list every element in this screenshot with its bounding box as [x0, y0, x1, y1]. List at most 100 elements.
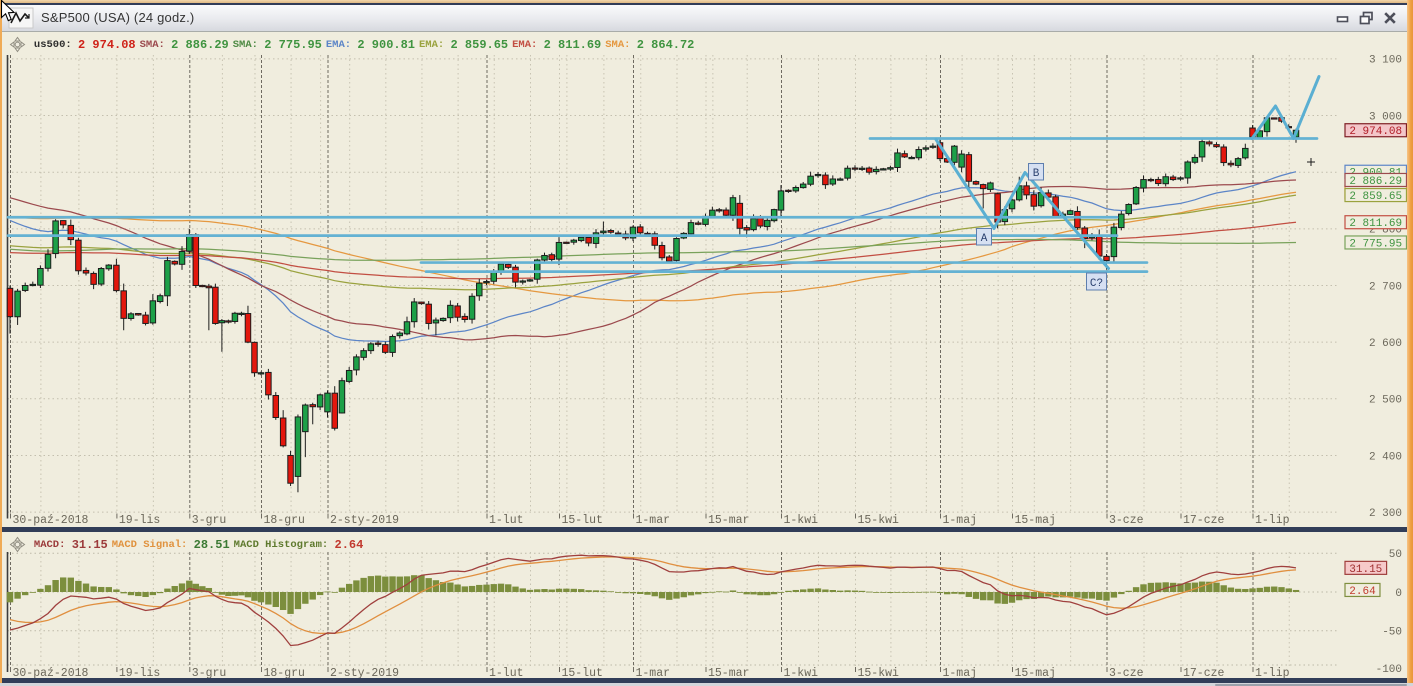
wave-label-text: A — [981, 233, 988, 245]
macd-histogram-bar — [353, 580, 360, 592]
candle-body — [757, 217, 764, 227]
macd-histogram-bar — [1169, 582, 1177, 592]
candle-body — [901, 153, 908, 158]
main-chart-legend: us500: 2 974.08 SMA: 2 886.29 SMA: 2 775.9… — [8, 36, 698, 53]
candle-body — [1110, 226, 1118, 258]
dpad-glyph — [14, 547, 21, 553]
macd-histogram-bar — [837, 590, 844, 592]
macd-histogram-bar — [44, 585, 52, 592]
candle-body — [1147, 178, 1155, 182]
macd-histogram-bar — [534, 589, 541, 592]
macd-histogram-bar — [257, 592, 265, 603]
dpad-glyph — [9, 541, 15, 548]
candle-body — [836, 178, 844, 181]
candle-body — [785, 189, 792, 192]
candle-body — [142, 314, 149, 324]
candle-body — [231, 312, 239, 322]
macd-histogram-bar — [548, 589, 555, 592]
macd-histogram-bar — [622, 592, 629, 594]
candle-body — [709, 209, 716, 217]
macd-histogram-bar — [461, 586, 469, 592]
candle-body — [382, 344, 389, 353]
dpad-glyph — [14, 36, 21, 42]
candle-body — [218, 320, 226, 324]
macd-x-axis-label: 1-mar — [636, 667, 671, 680]
candle-body — [52, 220, 59, 255]
candle-body — [1227, 162, 1235, 166]
legend-spacer — [27, 38, 34, 51]
macd-histogram-bar — [716, 591, 723, 593]
minimize-button[interactable] — [1336, 11, 1350, 25]
icon-zigzag — [10, 10, 30, 24]
macd-histogram-bar — [374, 575, 382, 592]
candle-body — [367, 343, 375, 352]
ma-line-sma-2775.95 — [9, 238, 1297, 261]
macd-histogram-bar — [757, 592, 764, 596]
candle-body — [1220, 146, 1227, 164]
scrollbar-thumb[interactable] — [1215, 683, 1407, 686]
macd-histogram-bar — [218, 592, 226, 595]
candle-body — [345, 369, 353, 382]
candle-body — [770, 209, 778, 222]
x-axis-label: 2-sty-2019 — [330, 514, 399, 527]
y-axis-label: 2 700 — [1369, 281, 1402, 293]
candle-body — [729, 197, 737, 216]
candle-body — [1081, 227, 1088, 239]
candle-body — [658, 245, 666, 259]
macd-histogram-bar — [279, 592, 287, 611]
macd-histogram-bar — [578, 589, 585, 592]
price-badge-text: 2 775.95 — [1349, 238, 1402, 250]
window-titlebar[interactable]: S&P500 (USA) (24 godz.) — [2, 5, 1407, 32]
wave-label-text: B — [1033, 168, 1040, 180]
candle-body — [186, 234, 193, 252]
macd-y-axis-label: -50 — [1382, 627, 1402, 639]
macd-histogram-bar — [1191, 582, 1199, 592]
macd-histogram-bar — [324, 591, 331, 593]
candle-body — [257, 372, 265, 375]
candle-body — [389, 335, 396, 353]
candle-body — [777, 190, 785, 211]
ma-line-sma-2864.72 — [9, 191, 1297, 302]
price-badge — [1344, 123, 1408, 138]
candle-body — [418, 301, 425, 305]
macd-histogram-bar — [418, 575, 425, 592]
macd-histogram-bar — [743, 592, 750, 595]
window-title: S&P500 (USA) (24 godz.) — [41, 10, 195, 26]
macd-histogram-bar — [396, 576, 403, 592]
macd-histogram-bar — [331, 591, 338, 593]
macd-histogram-bar — [309, 592, 316, 600]
dpad-move-icon[interactable] — [8, 36, 27, 53]
macd-histogram-bar — [389, 576, 396, 592]
macd-x-axis-label: 15-kwi — [858, 667, 900, 680]
wave-label-box — [1028, 163, 1044, 181]
macd-histogram-bar — [212, 592, 219, 593]
candle-body — [1169, 176, 1177, 181]
candle-body — [1074, 210, 1081, 229]
candle-body — [750, 218, 757, 231]
candle-body — [972, 181, 980, 185]
dpad-move-icon[interactable] — [8, 536, 27, 553]
panel-separator — [2, 527, 1407, 532]
macd-histogram-bar — [1206, 581, 1213, 592]
restore-button[interactable] — [1359, 11, 1374, 25]
close-button[interactable] — [1383, 11, 1397, 25]
macd-histogram-bar — [555, 588, 563, 592]
macd-histogram-bar — [425, 578, 432, 592]
macd-histogram-bar — [894, 592, 901, 593]
macd-legend: MACD: 31.15 MACD Signal: 28.51 MACD Histog… — [8, 536, 367, 553]
macd-histogram-bar — [814, 588, 822, 592]
macd-histogram-bar — [922, 591, 930, 593]
macd-histogram-bar — [570, 588, 577, 592]
macd-histogram-bar — [844, 590, 851, 592]
macd-histogram-bar — [519, 588, 526, 592]
macd-histogram-bar — [1292, 589, 1300, 592]
candle-body — [541, 254, 548, 261]
candle-body — [1206, 141, 1213, 145]
macd-histogram-bar — [439, 582, 447, 592]
legend-label: MACD Histogram: — [233, 538, 335, 551]
candle-body — [1184, 161, 1191, 179]
below-window-strip — [0, 683, 1413, 686]
candle-body — [519, 280, 526, 283]
macd-histogram-bar — [192, 583, 200, 592]
